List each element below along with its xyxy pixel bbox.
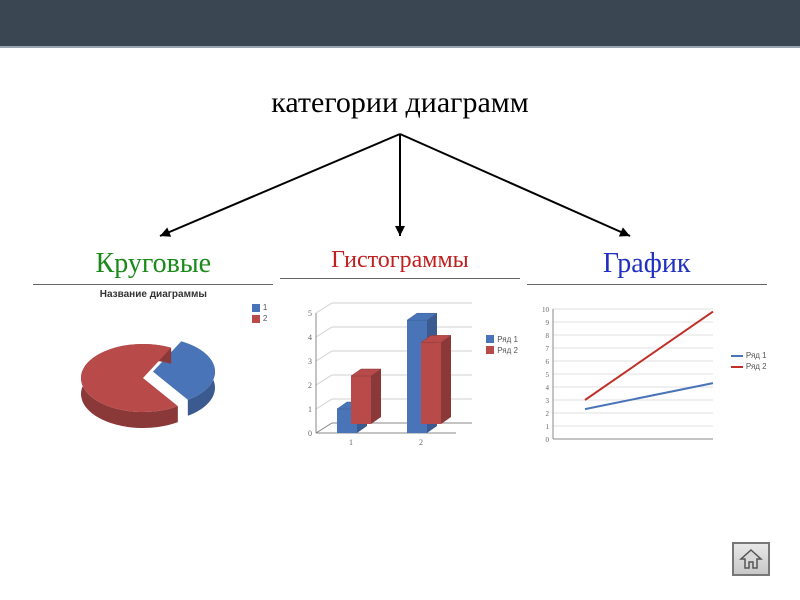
line-chart: 0 1 2 3 4 5 6 7 8 9 10 Ряд 1Ряд 2 [527,289,767,469]
category-bar: Гистограммы 0 1 2 3 4 5 1 2 Ряд 1Ряд 2 [280,250,520,469]
svg-text:10: 10 [542,306,550,314]
svg-text:2: 2 [419,438,423,447]
svg-text:5: 5 [545,371,549,379]
svg-text:3: 3 [545,397,549,405]
house-icon [739,548,763,570]
svg-text:0: 0 [308,429,312,438]
bar-chart-svg: 0 1 2 3 4 5 1 2 [280,283,520,453]
top-bar [0,0,800,48]
svg-text:5: 5 [308,309,312,318]
pie-chart-svg [33,300,273,450]
divider [33,284,273,285]
pie-chart: Название диаграммы 12 [33,289,273,469]
category-label-pie: Круговые [33,250,273,278]
bar-chart: 0 1 2 3 4 5 1 2 Ряд 1Ряд 2 [280,283,520,463]
svg-text:8: 8 [545,332,549,340]
category-label-bar: Гистограммы [280,250,520,272]
divider [280,278,520,279]
svg-text:0: 0 [545,436,549,444]
svg-text:7: 7 [545,345,549,353]
svg-text:3: 3 [308,357,312,366]
line-legend: Ряд 1Ряд 2 [731,349,767,373]
categories-row: Круговые Название диаграммы 12 Гистограм… [0,250,800,469]
svg-text:4: 4 [545,384,549,392]
bar-legend: Ряд 1Ряд 2 [486,333,518,357]
svg-text:6: 6 [545,358,549,366]
svg-text:4: 4 [308,333,312,342]
category-label-line: График [527,250,767,278]
line-chart-svg: 0 1 2 3 4 5 6 7 8 9 10 [527,289,767,459]
svg-text:1: 1 [308,405,312,414]
page-title: категории диаграмм [271,86,528,120]
category-line: График 0 1 2 3 4 5 6 7 8 9 10 Ряд 1Ряд 2 [527,250,767,469]
home-button[interactable] [732,542,770,576]
arrows-diagram [0,126,800,246]
svg-text:1: 1 [545,423,549,431]
divider [527,284,767,285]
svg-text:1: 1 [349,438,353,447]
pie-legend: 12 [252,301,267,325]
svg-text:2: 2 [545,410,549,418]
pie-chart-title: Название диаграммы [33,289,273,300]
svg-text:9: 9 [545,319,549,327]
category-pie: Круговые Название диаграммы 12 [33,250,273,469]
svg-text:2: 2 [308,381,312,390]
